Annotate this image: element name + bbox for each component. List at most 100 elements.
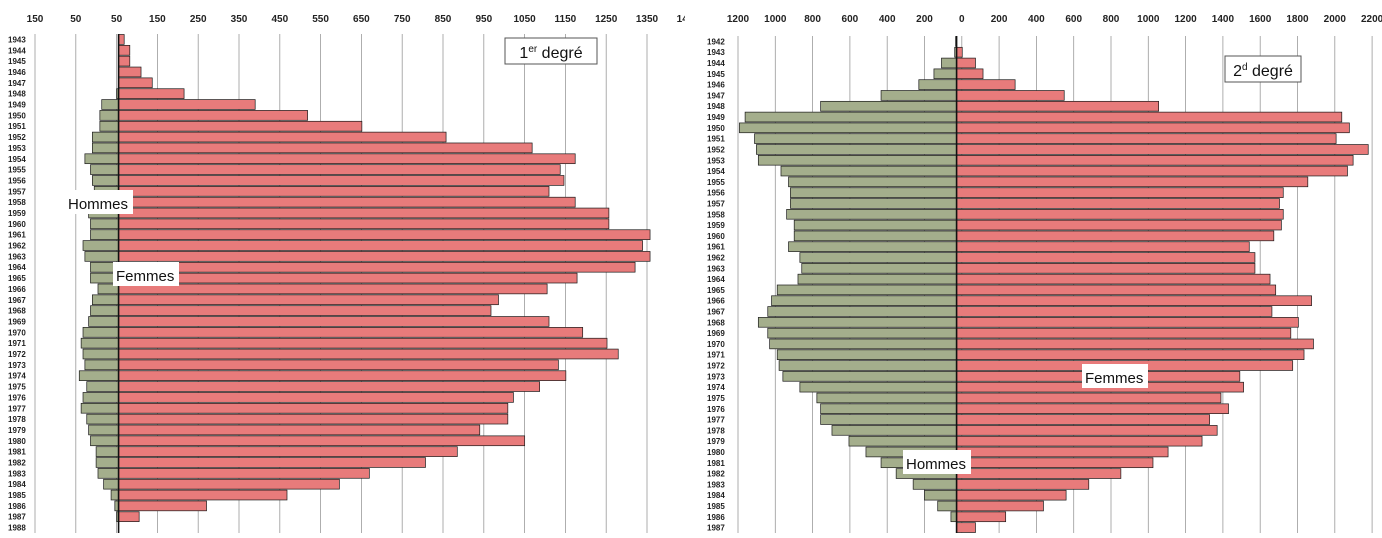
y-tick-label: 1942: [707, 37, 725, 46]
bar-femmes: [118, 261, 636, 273]
bar-hommes: [90, 305, 119, 316]
bar-hommes: [88, 424, 119, 436]
bar-femmes: [956, 187, 1284, 198]
y-tick-label: 1958: [8, 198, 26, 207]
bar-hommes: [918, 79, 957, 90]
bar-hommes: [793, 219, 957, 231]
chart-title: 2d degré: [1233, 62, 1293, 80]
bar-femmes: [118, 44, 131, 56]
y-tick-label: 1975: [707, 394, 725, 403]
x-tick-label: 1000: [764, 14, 787, 25]
bar-femmes: [118, 175, 565, 186]
bar-femmes: [956, 68, 984, 80]
annotation-box-men: [65, 190, 133, 214]
bar-hommes: [84, 251, 119, 262]
bar-hommes: [950, 511, 957, 523]
chart-title-box: [504, 37, 598, 65]
x-tick-label: 650: [353, 14, 370, 25]
y-tick-label: 1956: [8, 176, 26, 185]
y-tick-label: 1943: [707, 48, 725, 57]
pyramid-chart-2d-degre: 1200 1000 800 600 400 200 0 200 400 600 800 1000 120…: [707, 14, 1382, 533]
bar-femmes: [956, 468, 1122, 479]
bar-femmes: [118, 489, 288, 501]
bar-femmes: [118, 359, 559, 371]
y-tick-label: 1950: [8, 111, 26, 120]
bar-femmes: [956, 219, 1282, 231]
y-tick-label: 1979: [8, 426, 26, 435]
annotation-label-women: Femmes: [1085, 370, 1143, 387]
bar-hommes: [82, 327, 119, 338]
bar-femmes: [956, 338, 1314, 350]
y-tick-label: 1966: [8, 285, 26, 294]
bar-femmes: [118, 272, 578, 284]
bar-femmes: [956, 327, 1292, 339]
bar-femmes: [956, 165, 1348, 177]
bar-femmes: [956, 122, 1350, 134]
bar-femmes: [118, 229, 651, 240]
bar-femmes: [118, 294, 499, 306]
y-tick-label: 1971: [707, 351, 725, 360]
x-tick-label: 600: [1065, 14, 1082, 25]
bar-hommes: [912, 479, 957, 490]
y-tick-label: 1968: [8, 307, 26, 316]
bar-hommes: [86, 413, 119, 425]
chart-title-main: 2: [1233, 63, 1242, 80]
y-tick-label: 1961: [8, 231, 26, 240]
chart-panel-2d-degre: 1200 1000 800 600 400 200 0 200 400 600 800 1000 120…: [700, 0, 1382, 533]
bar-femmes: [118, 120, 363, 132]
chart-title-superscript: d: [1242, 62, 1248, 73]
bar-hommes: [86, 381, 119, 392]
y-tick-label: 1980: [8, 437, 26, 446]
bar-femmes: [118, 66, 142, 78]
y-tick-label: 1985: [707, 502, 725, 511]
bar-femmes: [118, 153, 576, 165]
x-tick-label: 150: [27, 14, 44, 25]
bar-hommes: [82, 392, 119, 403]
bar-femmes: [956, 489, 1067, 501]
x-tick-label: 1800: [1286, 14, 1309, 25]
y-tick-label: 1951: [8, 122, 26, 131]
y-tick-label: 1974: [707, 383, 725, 392]
bar-femmes: [956, 392, 1222, 404]
bar-hommes: [880, 90, 957, 101]
bar-femmes: [118, 88, 185, 99]
bar-hommes: [756, 144, 957, 155]
bar-femmes: [118, 218, 610, 230]
bar-femmes: [956, 252, 1256, 263]
bar-hommes: [92, 294, 119, 306]
bar-hommes: [90, 435, 119, 447]
bar-hommes: [84, 153, 119, 165]
bar-femmes: [956, 241, 1250, 252]
y-tick-label: 1988: [8, 524, 26, 533]
y-tick-label: 1977: [8, 404, 26, 413]
y-tick-label: 1945: [707, 70, 725, 79]
annotation-label-men: Hommes: [68, 196, 128, 213]
bar-hommes: [937, 500, 957, 512]
bar-femmes: [956, 154, 1354, 166]
x-tick-label: 1250: [595, 14, 618, 25]
bar-femmes: [118, 196, 576, 208]
bar-femmes: [956, 457, 1154, 469]
y-tick-label: 1963: [8, 252, 26, 261]
bar-hommes: [771, 295, 957, 306]
bar-femmes: [956, 317, 1299, 328]
bar-femmes: [118, 402, 509, 414]
y-tick-label: 1976: [8, 393, 26, 402]
bar-femmes: [956, 133, 1337, 144]
bar-femmes: [118, 99, 256, 110]
bar-hommes: [84, 359, 119, 371]
y-tick-label: 1982: [8, 458, 26, 467]
x-tick-label: 1400: [1212, 14, 1235, 25]
bar-femmes: [956, 284, 1277, 296]
bar-femmes: [118, 468, 370, 479]
annotation-label-women: Femmes: [116, 268, 174, 285]
x-tick-label: 200: [916, 14, 933, 25]
bar-femmes: [956, 57, 976, 69]
bar-femmes: [118, 142, 533, 154]
annotation-label-men: Hommes: [906, 456, 966, 473]
y-tick-label: 1961: [707, 243, 725, 252]
bar-hommes: [790, 187, 957, 198]
bar-femmes: [118, 511, 140, 523]
bar-femmes: [956, 511, 1007, 523]
y-tick-label: 1946: [8, 68, 26, 77]
